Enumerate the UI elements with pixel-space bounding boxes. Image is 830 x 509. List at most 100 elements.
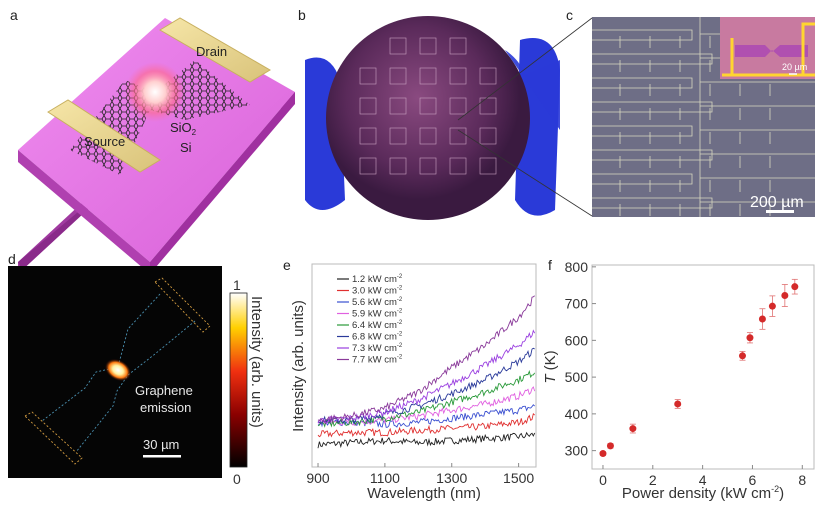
panel-letter-a: a [10, 7, 18, 23]
sio2-label: SiO2 [170, 120, 197, 137]
y-tick-label-f: 300 [565, 443, 589, 459]
legend-entry: 1.2 kW cm-2 [352, 274, 403, 285]
wafer [326, 16, 530, 220]
graphene-emission-label: Graphene [135, 383, 193, 398]
source-outline [24, 411, 83, 465]
data-point [606, 442, 614, 450]
wafer-device [449, 157, 467, 175]
wire-row [592, 101, 815, 120]
x-tick-label-f: 8 [798, 472, 806, 488]
data-point [758, 315, 766, 323]
x-tick-label-f: 6 [749, 472, 757, 488]
data-point [781, 292, 789, 300]
x-axis-label-f: Power density (kW cm-2) [622, 484, 784, 502]
x-tick-label-f: 0 [599, 472, 607, 488]
wafer-device [479, 127, 497, 145]
wafer-device [479, 97, 497, 115]
x-tick-label-e: 900 [306, 470, 330, 486]
wafer-device [419, 37, 437, 55]
panel-f-temperature-chart: f 0 2 4 6 8 300 400 500 600 700 800 Power density … [542, 257, 815, 502]
drain-label: Drain [196, 44, 227, 59]
emission-spot [104, 358, 132, 382]
data-point [599, 450, 607, 458]
colorbar [229, 292, 248, 468]
panel-c-micrograph: c 20 µm 200 µm [566, 7, 815, 217]
interconnect-wires [592, 17, 815, 217]
wire-row [592, 77, 815, 96]
scale-label-d: 30 µm [143, 437, 179, 452]
panel-e-spectra-chart: e 900 1100 1300 1500 1.2 kW cm-23.0 kW cm-2… [283, 257, 537, 502]
data-point [738, 352, 746, 360]
series-line-1.2 [317, 431, 536, 449]
wafer-device [419, 67, 437, 85]
substrate-top [18, 18, 295, 262]
series-line-6.8 [317, 347, 535, 425]
graphene-emission-label-2: emission [140, 400, 191, 415]
data-point [674, 400, 682, 408]
scale-label-c: 200 µm [750, 194, 804, 211]
series-line-6.4 [317, 369, 536, 428]
y-tick-label-f: 600 [565, 332, 589, 348]
wafer-device [479, 157, 497, 175]
wafer-device [389, 97, 407, 115]
panel-d-emission-map: d Graphene emission 30 µm 1 0 Intensity … [8, 251, 265, 487]
colorbar-min: 0 [233, 471, 241, 487]
wire-row [592, 149, 815, 168]
wafer-device [419, 127, 437, 145]
series-line-7.7 [317, 295, 535, 424]
si-label: Si [180, 140, 192, 155]
legend-entry: 7.7 kW cm-2 [352, 355, 403, 366]
y-tick-label-f: 400 [565, 406, 589, 422]
source-electrode [47, 99, 161, 173]
zoom-line-top [457, 17, 593, 121]
inset-scale-label: 20 µm [782, 62, 807, 72]
zoom-line-bottom [457, 129, 593, 217]
wafer-device [419, 97, 437, 115]
x-tick-label-e: 1500 [503, 470, 534, 486]
drain-electrode [159, 17, 271, 83]
wafer-device [359, 67, 377, 85]
panel-letter-c: c [566, 7, 573, 23]
panel-letter-d: d [8, 251, 16, 267]
legend-entry: 5.9 kW cm-2 [352, 309, 403, 320]
y-axis-label-f: T (K) [542, 350, 559, 383]
series-line-5.9 [317, 386, 536, 426]
x-tick-label-f: 2 [649, 472, 657, 488]
data-point [746, 334, 754, 342]
data-point [768, 302, 776, 310]
colorbar-max: 1 [233, 277, 241, 293]
wire-row [592, 173, 815, 192]
x-axis-label-e: Wavelength (nm) [367, 485, 481, 502]
panel-a-device-schematic: a Drain Source SiO2 Si [10, 7, 295, 274]
scale-bar-d [143, 455, 181, 458]
data-point [629, 425, 637, 433]
legend-entry: 3.0 kW cm-2 [352, 286, 403, 297]
legend-entry: 6.4 kW cm-2 [352, 320, 403, 331]
wafer-device [449, 97, 467, 115]
x-tick-label-e: 1100 [370, 470, 400, 486]
wafer-device [389, 37, 407, 55]
wafer-device [389, 67, 407, 85]
wire-row [592, 125, 815, 144]
x-tick-label-e: 1300 [436, 470, 467, 486]
source-label: Source [84, 134, 125, 149]
y-tick-label-f: 500 [565, 369, 589, 385]
panel-b-wafer-photo: b [298, 7, 593, 220]
wafer-device [359, 157, 377, 175]
plot-frame-e [311, 263, 537, 468]
wafer-device [449, 67, 467, 85]
colorbar-label: Intensity (arb. units) [248, 296, 265, 428]
legend-entry: 7.3 kW cm-2 [352, 343, 403, 354]
emission-glow [125, 62, 185, 122]
wafer-device [449, 37, 467, 55]
wafer-device [389, 157, 407, 175]
series-line-7.3 [317, 329, 536, 424]
series-line-3.0 [317, 412, 536, 438]
legend-entry: 5.6 kW cm-2 [352, 297, 403, 308]
data-point [791, 283, 799, 291]
x-tick-label-f: 4 [699, 472, 707, 488]
scale-bar-c [766, 210, 794, 213]
wafer-device [359, 127, 377, 145]
y-axis-label-e: Intensity (arb. units) [290, 300, 307, 432]
